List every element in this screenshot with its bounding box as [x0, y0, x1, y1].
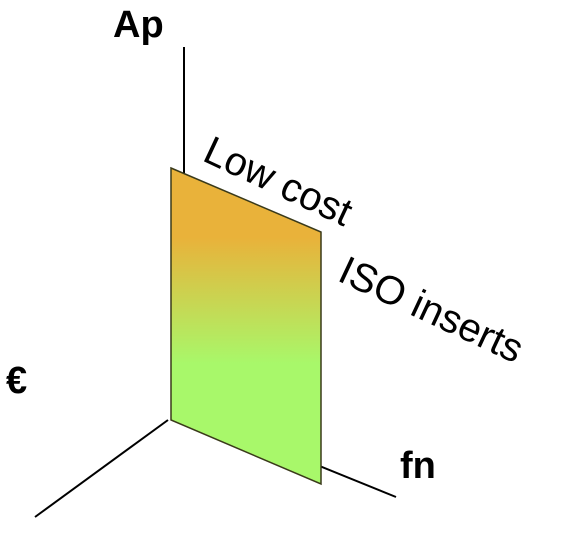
vertical-axis-label: Ap: [113, 4, 164, 46]
left-axis-label: €: [6, 360, 27, 402]
low-cost-plane: [170, 166, 322, 486]
right-axis-label: fn: [400, 445, 436, 487]
plane-face: [170, 166, 322, 486]
plane-label-line2: ISO inserts: [332, 248, 530, 371]
left-axis-line: [34, 419, 169, 518]
